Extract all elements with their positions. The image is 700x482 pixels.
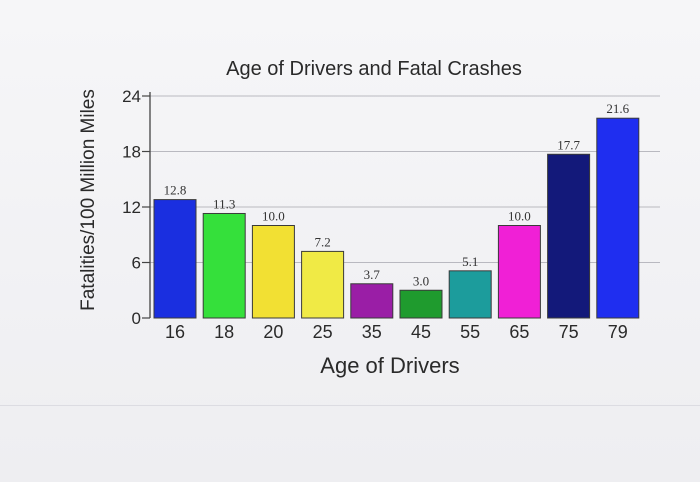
bar-value-label-79: 21.6: [606, 101, 629, 116]
bar-16: [153, 199, 197, 319]
bar-value-label-55: 5.1: [462, 254, 478, 269]
x-tick-label-45: 45: [411, 322, 431, 342]
bar-35: [350, 283, 394, 319]
bar-value-label-75: 17.7: [557, 137, 580, 152]
bar-value-label-25: 7.2: [314, 234, 330, 249]
bar-18: [202, 212, 246, 319]
bar-79: [596, 117, 640, 319]
bar-value-label-35: 3.7: [364, 267, 381, 282]
bar-20: [251, 225, 295, 319]
y-tick-label-24: 24: [122, 87, 141, 106]
bar-45: [399, 289, 443, 319]
bar-value-label-45: 3.0: [413, 273, 429, 288]
bar-value-label-20: 10.0: [262, 209, 285, 224]
bar-55: [448, 270, 492, 319]
x-tick-label-65: 65: [509, 322, 529, 342]
y-tick-label-0: 0: [132, 309, 141, 328]
bar-value-label-65: 10.0: [508, 209, 531, 224]
y-tick-label-12: 12: [122, 198, 141, 217]
x-tick-label-75: 75: [559, 322, 579, 342]
x-tick-label-16: 16: [165, 322, 185, 342]
x-tick-label-55: 55: [460, 322, 480, 342]
y-axis-label: Fatalities/100 Million Miles: [78, 89, 99, 311]
x-tick-label-20: 20: [263, 322, 283, 342]
x-tick-label-79: 79: [608, 322, 628, 342]
x-tick-label-35: 35: [362, 322, 382, 342]
x-tick-label-18: 18: [214, 322, 234, 342]
bar-25: [301, 250, 345, 319]
x-tick-label-25: 25: [313, 322, 333, 342]
chart-title: Age of Drivers and Fatal Crashes: [226, 58, 522, 80]
bar-75: [547, 153, 591, 319]
bar-value-label-18: 11.3: [213, 196, 235, 211]
bar-value-label-16: 12.8: [164, 183, 187, 198]
y-tick-label-18: 18: [122, 143, 141, 162]
y-tick-label-6: 6: [132, 254, 141, 273]
page-divider: [0, 405, 700, 406]
bar-65: [497, 225, 541, 319]
x-axis-label: Age of Drivers: [320, 353, 459, 378]
